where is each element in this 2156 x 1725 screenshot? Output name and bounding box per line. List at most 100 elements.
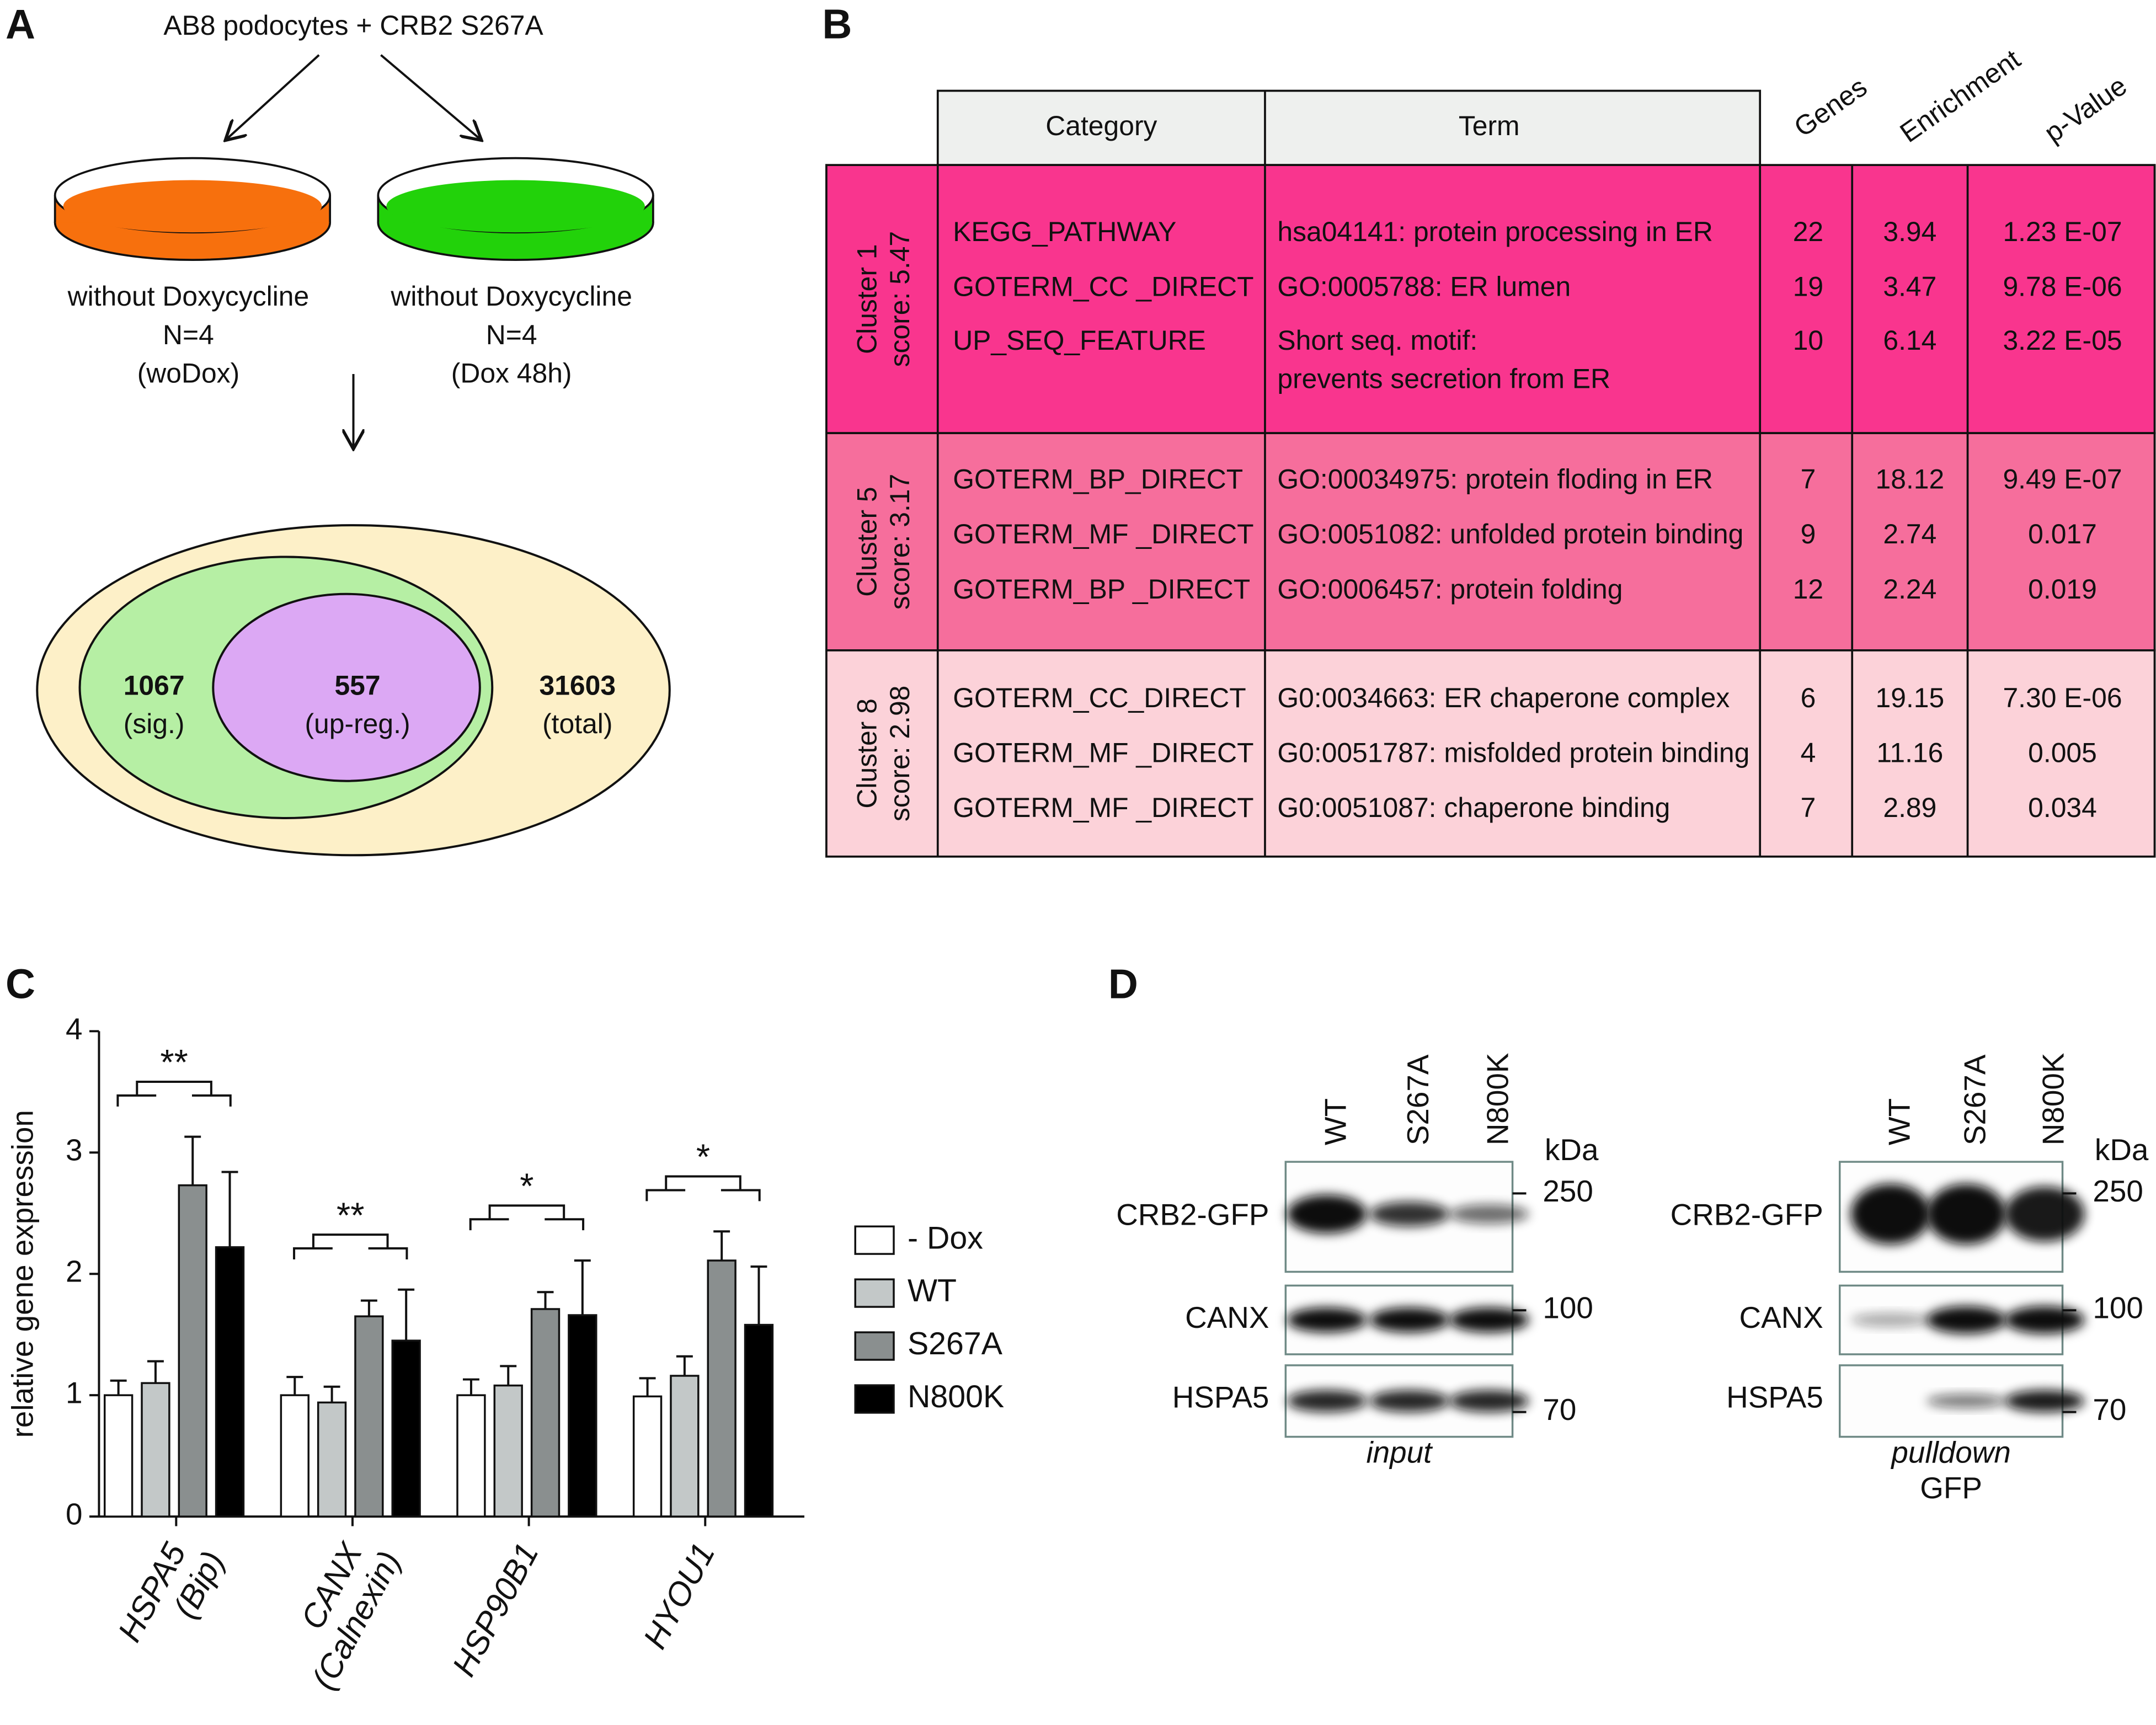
blot-band (1369, 1390, 1449, 1412)
set-upreg (212, 592, 481, 782)
unit-label: kDa (2095, 1133, 2149, 1167)
p-value-cell: 0.017 (2028, 519, 2097, 549)
error-bar (323, 1385, 340, 1403)
blot-band (1287, 1194, 1367, 1233)
set-label: (total) (542, 708, 612, 739)
genes-cell: 7 (1801, 792, 1816, 823)
cluster-name: Cluster 5 (851, 487, 882, 596)
bar (103, 1394, 134, 1518)
enrichment-cell: 3.47 (1883, 271, 1936, 302)
p-value-cell: 3.22 E-05 (2003, 325, 2122, 356)
blot-band (1926, 1394, 2006, 1408)
blot-band (1449, 1204, 1529, 1224)
panel-label: C (6, 960, 35, 1007)
blot-caption: GFP (1920, 1471, 1982, 1505)
protein-label: CANX (1739, 1300, 1823, 1334)
arrow (227, 54, 320, 139)
error-bar (676, 1355, 693, 1376)
legend-swatch (854, 1225, 895, 1255)
enrichment-cell: 19.15 (1876, 682, 1945, 713)
genes-cell: 10 (1793, 325, 1823, 356)
error-bar (147, 1360, 164, 1384)
protein-label: HSPA5 (1726, 1380, 1823, 1414)
panel-label: D (1108, 960, 1138, 1007)
panel-a-title: AB8 podocytes + CRB2 S267A (163, 10, 543, 41)
significance-bracket (293, 1233, 408, 1259)
cluster-block (825, 432, 2156, 651)
enrichment-cell: 2.74 (1883, 519, 1936, 549)
legend-label: - Dox (908, 1220, 983, 1256)
y-axis-label: relative gene expression (5, 1110, 39, 1438)
term-cell: Short seq. motif: (1277, 325, 1477, 356)
category-cell: GOTERM_MF _DIRECT (953, 519, 1253, 549)
bar (632, 1395, 663, 1518)
blot-band (2004, 1306, 2085, 1334)
set-label: (up-reg.) (305, 708, 410, 739)
category-cell: GOTERM_BP_DIRECT (953, 464, 1243, 495)
lane-label: N800K (1481, 1053, 1515, 1146)
term-cell: GO:00034975: protein floding in ER (1277, 464, 1712, 495)
column-header: p-Value (2038, 70, 2132, 148)
unit-label: kDa (1545, 1133, 1599, 1167)
blot-band (1369, 1307, 1449, 1333)
bar (530, 1308, 561, 1518)
category-cell: GOTERM_BP _DIRECT (953, 574, 1250, 605)
significance-label: ** (160, 1042, 188, 1082)
panel-b: Category Term Genes Enrichment p-Value Cluste… (825, 44, 2156, 858)
marker-label: 100 (2093, 1291, 2143, 1325)
blot-band (1449, 1307, 1529, 1333)
marker-label: 100 (1543, 1291, 1593, 1325)
protein-label: CRB2-GFP (1116, 1197, 1269, 1231)
p-value-cell: 1.23 E-07 (2003, 216, 2122, 247)
dish-medium (386, 180, 645, 233)
term-cell: G0:0051087: chaperone binding (1277, 792, 1670, 823)
enrichment-cell: 6.14 (1883, 325, 1936, 356)
genes-cell: 19 (1793, 271, 1823, 302)
term-cell: GO:0005788: ER lumen (1277, 271, 1571, 302)
bar (280, 1394, 309, 1518)
enrichment-cell: 3.94 (1883, 216, 1936, 247)
dish-label: N=4 (486, 319, 537, 350)
blot-band (1926, 1183, 2006, 1245)
category-cell: GOTERM_CC _DIRECT (953, 271, 1253, 302)
arrow (380, 54, 479, 139)
significance-bracket (116, 1080, 232, 1107)
error-bar (462, 1378, 479, 1396)
blot-band (1287, 1307, 1367, 1333)
error-bar (286, 1376, 303, 1396)
genes-cell: 22 (1793, 216, 1823, 247)
lane-label: S267A (1401, 1054, 1435, 1145)
category-cell: UP_SEQ_FEATURE (953, 325, 1206, 356)
dish-label: N=4 (163, 319, 214, 350)
enrichment-cell: 2.24 (1883, 574, 1936, 605)
error-bar (713, 1230, 730, 1261)
set-count: 557 (334, 670, 380, 701)
blot-band (1850, 1313, 1931, 1327)
blot-band (1850, 1183, 1931, 1245)
bar (456, 1394, 486, 1518)
panel-d: WT S267A N800K kDa CRB2-GFP 250 CANX 100 HSPA5 70… (1116, 1053, 2149, 1505)
bar (141, 1382, 170, 1518)
dish-label: (woDox) (137, 358, 240, 389)
enrichment-cell: 2.89 (1883, 792, 1936, 823)
p-value-cell: 0.019 (2028, 574, 2097, 605)
column-header: Enrichment (1894, 44, 2026, 149)
panel-label: A (6, 1, 35, 47)
bar (670, 1375, 700, 1518)
error-bar (750, 1265, 767, 1325)
p-value-cell: 9.78 E-06 (2003, 271, 2122, 302)
p-value-cell: 0.005 (2028, 738, 2097, 768)
set-label: (sig.) (124, 708, 185, 739)
legend-swatch (854, 1278, 895, 1308)
category-cell: GOTERM_CC_DIRECT (953, 682, 1246, 713)
x-tick-label: HYOU1 (636, 1537, 722, 1654)
lane-label: WT (1882, 1098, 1916, 1145)
bar (354, 1315, 384, 1518)
cluster-score: score: 5.47 (884, 231, 915, 367)
p-value-cell: 0.034 (2028, 792, 2097, 823)
bar (391, 1339, 421, 1518)
blot-band (1287, 1390, 1367, 1412)
blot-caption: pulldown (1890, 1435, 2010, 1469)
lane-label: N800K (2036, 1053, 2070, 1146)
